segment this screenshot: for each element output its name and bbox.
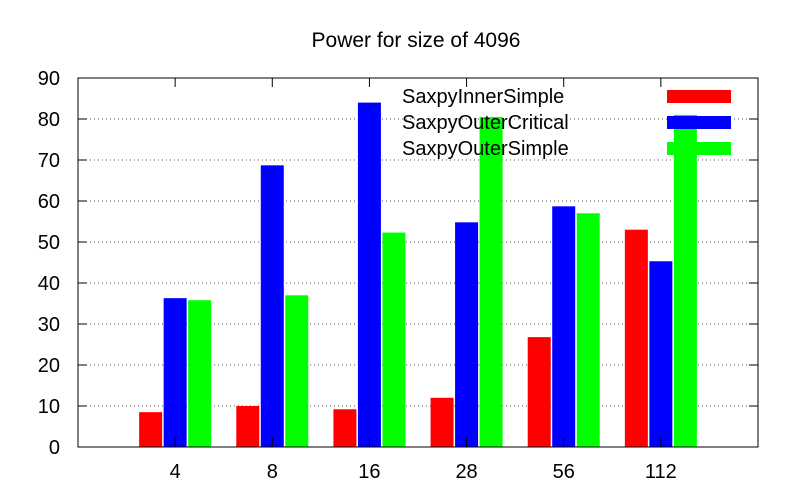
legend-swatch (667, 90, 731, 103)
x-tick-label: 16 (358, 461, 380, 483)
legend-swatch (667, 142, 731, 155)
bar (479, 116, 503, 447)
bar (260, 165, 284, 447)
x-tick-label: 4 (170, 461, 181, 483)
legend-label: SaxpyOuterCritical (402, 112, 569, 134)
y-tick-label: 40 (38, 273, 60, 295)
bar (552, 206, 576, 447)
bar (673, 114, 697, 448)
legend-label: SaxpyInnerSimple (402, 86, 564, 108)
y-axis-ticks: 0 10 20 30 40 50 60 70 80 90 (38, 68, 758, 459)
y-tick-label: 10 (38, 396, 60, 418)
plot-frame (77, 77, 759, 448)
bar (455, 222, 479, 447)
bar (139, 412, 163, 447)
axes (77, 77, 759, 448)
x-axis-ticks: 4 8 16 28 56 112 (170, 78, 677, 483)
x-tick-label: 56 (553, 461, 575, 483)
y-tick-label: 80 (38, 109, 60, 131)
legend-swatch (667, 116, 731, 129)
bar (285, 295, 309, 447)
bar (430, 397, 454, 447)
bar (576, 213, 600, 447)
bar (527, 337, 551, 447)
chart-title: Power for size of 4096 (312, 29, 521, 52)
legend-label: SaxpyOuterSimple (402, 138, 569, 160)
y-tick-label: 0 (49, 437, 60, 459)
bar (163, 298, 187, 447)
y-tick-label: 50 (38, 232, 60, 254)
x-tick-label: 112 (645, 461, 677, 483)
x-tick-label: 28 (455, 461, 477, 483)
bar (236, 406, 260, 447)
bar (357, 102, 381, 447)
bar (188, 300, 212, 447)
bar (333, 409, 357, 447)
x-tick-label: 8 (267, 461, 278, 483)
y-tick-label: 90 (38, 68, 60, 90)
y-tick-label: 30 (38, 314, 60, 336)
bar (649, 261, 673, 447)
bar (624, 229, 648, 447)
grid-lines (78, 118, 758, 407)
y-tick-label: 70 (38, 150, 60, 172)
bars (139, 102, 697, 448)
legend: SaxpyInnerSimple SaxpyOuterCritical SaxpyO… (402, 86, 731, 160)
bar (382, 232, 406, 447)
y-tick-label: 60 (38, 191, 60, 213)
y-tick-label: 20 (38, 355, 60, 377)
